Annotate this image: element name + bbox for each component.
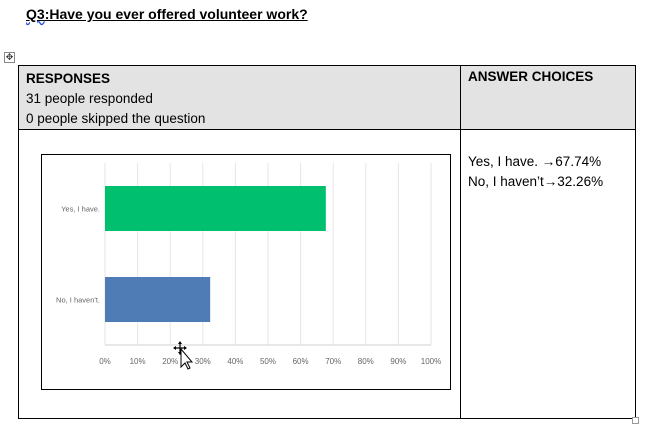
bar <box>105 277 211 322</box>
answer-no: No, I haven’t→32.26% <box>468 174 604 189</box>
table-move-handle-icon[interactable]: ✥ <box>4 52 15 63</box>
x-tick-label: 90% <box>390 357 406 366</box>
x-tick-label: 60% <box>293 357 309 366</box>
answer-choices-heading: ANSWER CHOICES <box>460 65 636 130</box>
responses-heading: RESPONSES <box>26 71 111 86</box>
category-label: No, I haven't. <box>56 296 100 305</box>
category-label: Yes, I have. <box>61 205 100 214</box>
x-tick-label: 20% <box>162 357 178 366</box>
question-text: :Have you ever offered volunteer work? <box>44 6 308 22</box>
x-tick-label: 100% <box>421 357 441 366</box>
x-tick-label: 80% <box>358 357 374 366</box>
x-tick-label: 30% <box>195 357 211 366</box>
x-tick-label: 0% <box>99 357 111 366</box>
answers-cell: Yes, I have. →67.74% No, I haven’t→32.26… <box>460 129 636 419</box>
question-number: Q3 <box>26 6 45 22</box>
x-tick-label: 10% <box>130 357 146 366</box>
answer-yes: Yes, I have. →67.74% <box>468 154 602 169</box>
question-title: Q3:Have you ever offered volunteer work? <box>26 6 308 22</box>
move-cursor-icon <box>173 341 194 370</box>
responses-header-cell: RESPONSES 31 people responded 0 people s… <box>18 65 461 130</box>
table-resize-handle[interactable] <box>632 417 639 424</box>
table-header-row: RESPONSES 31 people responded 0 people s… <box>18 65 636 130</box>
x-tick-label: 50% <box>260 357 276 366</box>
x-tick-label: 70% <box>325 357 341 366</box>
bar-chart-image: 0% 10% 20% 30% 40% 50% 60% 70% 80% 90% 100% Yes, I … <box>41 154 451 390</box>
bar <box>105 186 326 231</box>
bar-chart: 0% 10% 20% 30% 40% 50% 60% 70% 80% 90% 100% Yes, I … <box>56 163 441 366</box>
x-tick-label: 40% <box>227 357 243 366</box>
responded-count: 31 people responded <box>26 91 153 106</box>
skipped-count: 0 people skipped the question <box>26 111 206 126</box>
